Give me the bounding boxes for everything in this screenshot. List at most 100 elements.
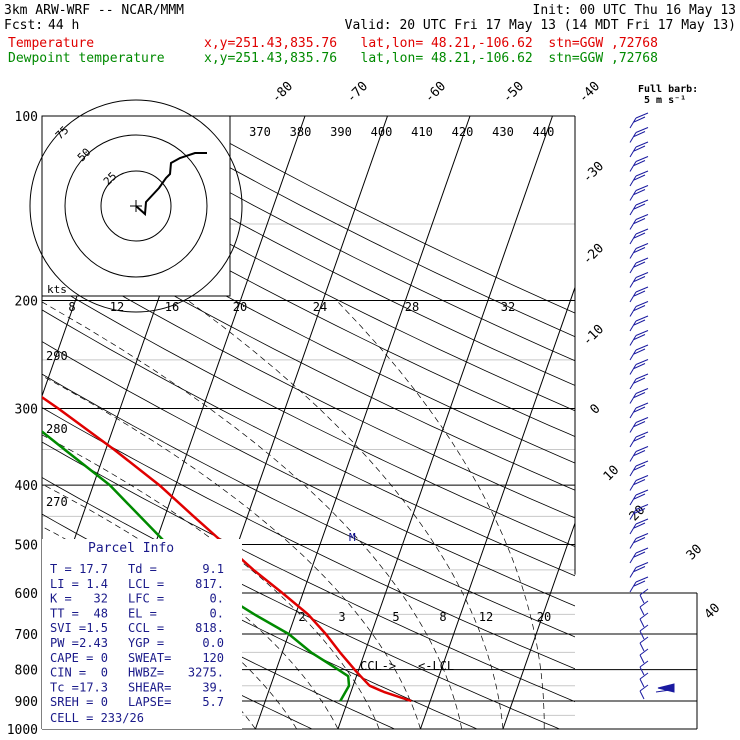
theta-label: 270 [46, 495, 68, 509]
parcel-info-field: HWBZ= [128, 666, 164, 680]
wind-barb [629, 407, 637, 419]
ccl-marker: CCL-> [360, 659, 396, 673]
dry-adiabat-line [42, 162, 575, 437]
lcl-marker: <-LCL [418, 659, 454, 673]
valid-time: Valid: 20 UTC Fri 17 May 13 (14 MDT Fri … [344, 18, 736, 33]
dry-adiabat-line [42, 248, 575, 519]
dry-adiabat-line [42, 190, 575, 464]
parcel-info-field: LI = [50, 577, 79, 591]
hodograph-frame [41, 115, 231, 297]
parcel-info-field: 0 [101, 695, 108, 709]
hodograph-ring [64, 134, 208, 278]
parcel-info-field: 818. [195, 621, 224, 635]
theta-label: 400 [371, 125, 393, 139]
wind-barb [639, 672, 649, 688]
moist-adiabat-line [42, 375, 421, 729]
wind-barb [629, 538, 637, 549]
wind-barb-flag [633, 576, 649, 587]
legend-dewpoint-info: x,y=251.43,835.76 lat,lon= 48.21,-106.62… [204, 51, 658, 66]
wind-barb-flag [633, 547, 649, 558]
isotherm-label: -40 [576, 79, 603, 106]
mixing-ratio-label: 8 [68, 300, 75, 314]
isotherm-label: -80 [269, 79, 296, 106]
mixing-ratio-label: 20 [537, 610, 551, 624]
wind-barb-flag [633, 257, 649, 268]
isotherm-label: 30 [684, 542, 706, 564]
pressure-label: 1000 [7, 723, 38, 738]
dry-adiabat-line [42, 341, 575, 607]
wind-barb-flag [633, 156, 649, 166]
dry-adiabat-line [42, 441, 575, 703]
model-title: 3km ARW-WRF -- NCAR/MMM [4, 3, 185, 18]
isotherm-label: -60 [422, 79, 449, 106]
wind-barb-flag [633, 170, 649, 181]
parcel-info-field: 48 [94, 606, 108, 620]
parcel-info-field: K = [50, 592, 72, 606]
wind-barb [639, 624, 649, 640]
wind-barb [629, 567, 637, 578]
wind-barb-flag [633, 214, 649, 224]
wind-barb [639, 612, 649, 628]
theta-label: 390 [330, 125, 352, 139]
parcel-info-field: SVI = [50, 621, 86, 635]
wind-barb-flag [633, 518, 649, 529]
wind-barb [629, 378, 637, 390]
parcel-info-field: SHEAR= [128, 680, 171, 694]
wind-barb-flag [633, 402, 649, 413]
wind-barb-flag [633, 344, 649, 355]
hodograph-ring [29, 99, 243, 313]
parcel-info-field: LFC = [128, 592, 164, 606]
parcel-info-field: 1.5 [86, 621, 108, 635]
wind-barbs [629, 112, 675, 700]
wind-barb-flag [633, 315, 649, 326]
theta-label: 420 [452, 125, 474, 139]
wind-barb [639, 684, 649, 700]
dry-adiabat-line [42, 278, 575, 547]
parcel-info-field: 0. [210, 592, 224, 606]
parcel-info-field: 1.4 [86, 577, 108, 591]
wind-barb [629, 349, 637, 361]
parcel-info-field: LAPSE= [128, 695, 171, 709]
hodograph-ring [100, 170, 172, 242]
wind-barb-flag [633, 446, 649, 456]
parcel-info-field: Td = [128, 562, 157, 576]
parcel-info-field: TT = [50, 606, 79, 620]
wind-barb [639, 660, 649, 676]
parcel-info-field: 39. [202, 680, 224, 694]
parcel-info-field: SREH = [50, 695, 93, 709]
wind-barb-flag [633, 185, 649, 195]
isotherm-label: 0 [587, 401, 603, 417]
legend-temperature: Temperature [8, 36, 95, 51]
parcel-info-field: 0 [101, 666, 108, 680]
pressure-label: 600 [15, 587, 38, 602]
parcel-info-field: SWEAT= [128, 651, 171, 665]
isotherm-line [337, 116, 553, 729]
wind-barb [629, 248, 637, 259]
pressure-label: 700 [15, 628, 38, 643]
pressure-label: 200 [15, 295, 38, 310]
wind-barb-flag [633, 359, 649, 369]
forecast-label: Fcst: [4, 18, 44, 33]
moist-adiabat-line [336, 300, 545, 729]
wind-barb-surface [655, 683, 675, 693]
wind-barb-flag [633, 388, 649, 398]
wind-barb [639, 588, 649, 604]
wind-barb [629, 175, 637, 187]
wind-barb-flag [633, 562, 649, 572]
wind-barb [629, 146, 637, 158]
legend-dewpoint: Dewpoint temperature [8, 51, 165, 66]
wind-barb-flag [633, 243, 649, 253]
parcel-info-field: YGP = [128, 636, 164, 650]
parcel-info-field: CIN = [50, 666, 86, 680]
parcel-info-field: LCL = [128, 577, 164, 591]
dry-adiabat-line [42, 219, 575, 491]
parcel-info-field: 32 [94, 592, 108, 606]
mixing-ratio-label: 8 [439, 610, 446, 624]
wind-barb [629, 436, 637, 448]
wind-barb [629, 132, 637, 143]
wind-barb [629, 262, 637, 274]
dry-adiabat-line [42, 373, 575, 638]
mixing-ratio-label: 2 [298, 610, 305, 624]
isotherm-label: -50 [500, 79, 527, 106]
